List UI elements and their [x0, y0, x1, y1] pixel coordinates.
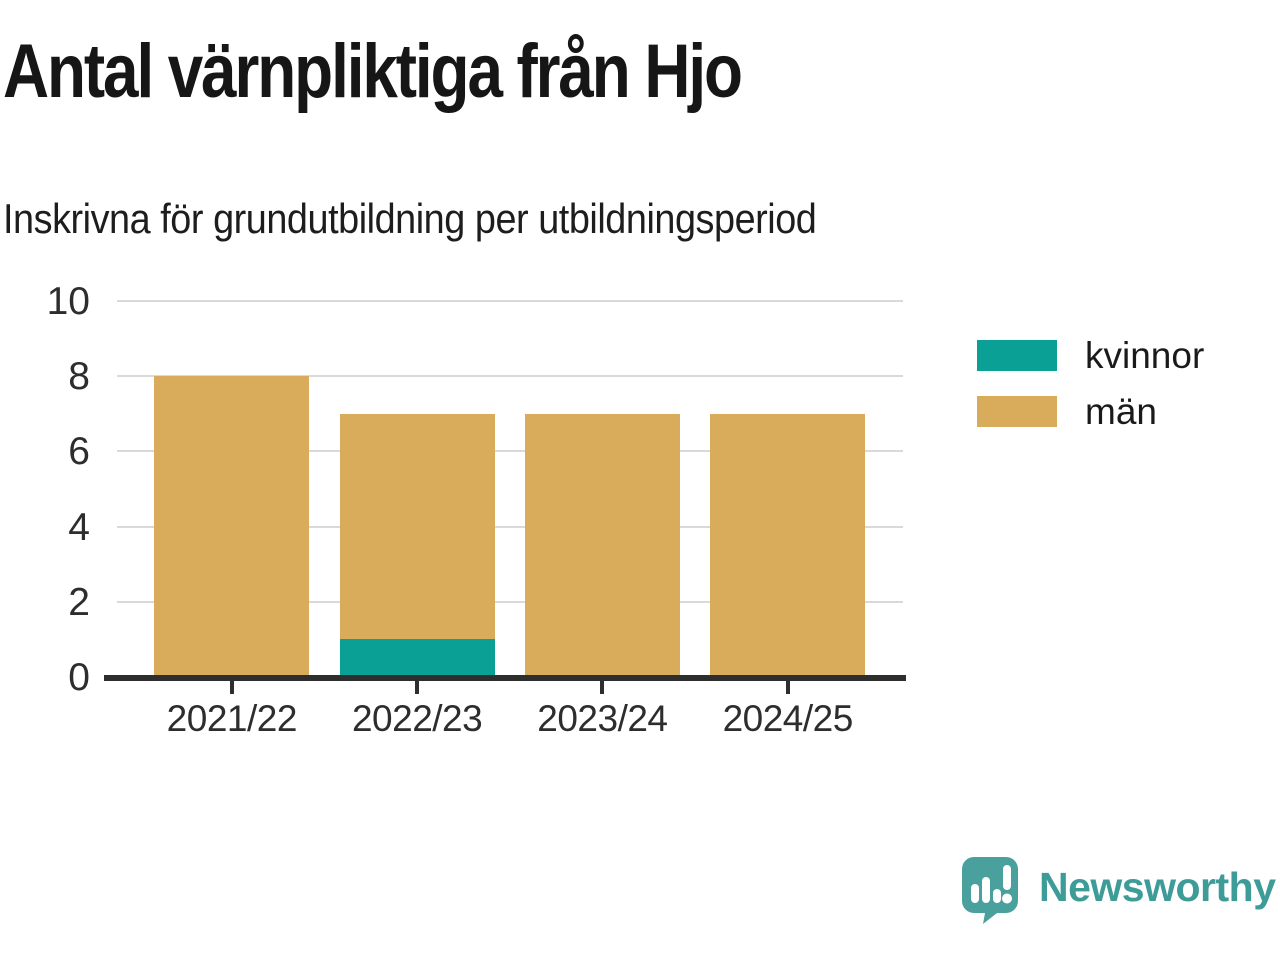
y-axis-tick-label-4: 4	[68, 505, 90, 549]
x-axis-tick-2021/22	[229, 681, 234, 694]
legend-item-man: män	[977, 391, 1204, 432]
x-axis-tick-label-2021/22: 2021/22	[166, 698, 298, 739]
y-axis-tick-label-0: 0	[68, 656, 90, 699]
gridline-6	[117, 450, 903, 453]
gridline-10	[117, 300, 903, 302]
x-axis-tick-2023/24	[600, 681, 605, 694]
x-axis-tick-2024/25	[785, 681, 790, 694]
legend-swatch-kvinnor	[977, 340, 1057, 371]
y-axis-tick-label-6: 6	[68, 430, 90, 474]
x-axis-tick-2022/23	[415, 681, 420, 694]
y-axis-tick-label-10: 10	[46, 280, 90, 323]
gridline-2	[117, 600, 903, 603]
bar-segment-män-2023/24	[524, 413, 680, 677]
bar-segment-män-2021/22	[154, 376, 310, 677]
bar-segment-män-2024/25	[710, 413, 866, 677]
x-axis-tick-label-2024/25: 2024/25	[722, 698, 854, 739]
gridline-8	[117, 375, 903, 378]
legend-item-kvinnor: kvinnor	[977, 335, 1205, 376]
x-axis-line	[104, 675, 906, 681]
legend: kvinnor män	[977, 335, 1205, 452]
chart-subtitle: Inskrivna för grundutbildning per utbild…	[3, 195, 817, 242]
chart-title: Antal värnpliktiga från Hjo	[3, 29, 743, 114]
bar-segment-män-2022/23	[339, 413, 495, 640]
y-axis-tick-label-8: 8	[68, 355, 90, 399]
gridline-4	[117, 525, 903, 528]
newsworthy-wordmark: Newsworthy	[1039, 864, 1276, 910]
newsworthy-speech-bubble-chart-icon	[962, 857, 1018, 924]
legend-swatch-man	[977, 396, 1057, 427]
x-axis-tick-label-2023/24: 2023/24	[537, 698, 668, 739]
bar-segment-kvinnor-2022/23	[339, 639, 495, 677]
legend-label-kvinnor: kvinnor	[1085, 335, 1205, 376]
y-axis-tick-label-2: 2	[68, 580, 90, 624]
legend-label-man: män	[1085, 391, 1157, 432]
newsworthy-logo: Newsworthy	[961, 856, 1276, 924]
x-axis-tick-label-2022/23: 2022/23	[351, 698, 483, 739]
